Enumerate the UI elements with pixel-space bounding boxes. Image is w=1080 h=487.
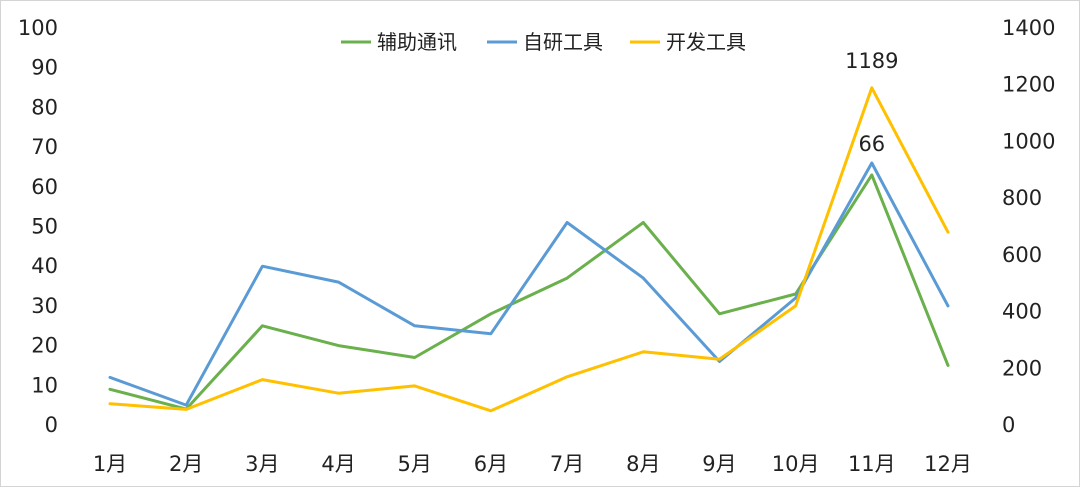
data-labels: 1189 66 <box>845 49 898 156</box>
right-y-tick-label: 400 <box>1002 300 1042 324</box>
left-y-tick-label: 90 <box>31 56 58 80</box>
right-y-tick-label: 1000 <box>1002 129 1055 153</box>
x-tick-label: 3月 <box>245 452 279 476</box>
right-y-tick-label: 1200 <box>1002 73 1055 97</box>
left-y-tick-label: 0 <box>45 413 58 437</box>
left-y-tick-label: 20 <box>31 334 58 358</box>
series-line-2 <box>108 86 950 413</box>
legend-label-2: 开发工具 <box>666 30 746 54</box>
left-y-tick-label: 10 <box>31 373 58 397</box>
legend-label-1: 自研工具 <box>523 30 603 54</box>
x-tick-label: 5月 <box>398 452 432 476</box>
x-axis: 1月 2月 3月 4月 5月 6月 7月 8月 9月 10月 11月 12月 <box>93 452 972 476</box>
left-y-tick-label: 100 <box>18 16 58 40</box>
data-label: 66 <box>858 132 885 156</box>
right-y-tick-label: 800 <box>1002 186 1042 210</box>
x-tick-label: 6月 <box>474 452 508 476</box>
right-y-tick-label: 1400 <box>1002 16 1055 40</box>
data-label: 1189 <box>845 49 898 73</box>
left-y-axis: 0 10 20 30 40 50 60 70 80 90 100 <box>18 16 58 437</box>
right-y-tick-label: 600 <box>1002 243 1042 267</box>
series-layer <box>108 86 950 413</box>
right-y-tick-label: 0 <box>1002 413 1015 437</box>
series-line-1 <box>108 161 950 407</box>
left-y-tick-label: 60 <box>31 175 58 199</box>
x-tick-label: 2月 <box>169 452 203 476</box>
x-tick-label: 10月 <box>772 452 820 476</box>
x-tick-label: 9月 <box>702 452 736 476</box>
left-y-tick-label: 80 <box>31 95 58 119</box>
left-y-tick-label: 40 <box>31 254 58 278</box>
right-y-axis: 0 200 400 600 800 1000 1200 1400 <box>1002 16 1055 437</box>
x-tick-label: 11月 <box>848 452 896 476</box>
left-y-tick-label: 50 <box>31 215 58 239</box>
legend: 辅助通讯 自研工具 开发工具 <box>341 30 746 54</box>
legend-label-0: 辅助通讯 <box>377 30 457 54</box>
x-tick-label: 8月 <box>626 452 660 476</box>
x-tick-label: 12月 <box>924 452 972 476</box>
x-tick-label: 7月 <box>550 452 584 476</box>
right-y-tick-label: 200 <box>1002 356 1042 380</box>
x-tick-label: 4月 <box>321 452 355 476</box>
series-line-0 <box>108 173 950 411</box>
left-y-tick-label: 70 <box>31 135 58 159</box>
x-tick-label: 1月 <box>93 452 127 476</box>
left-y-tick-label: 30 <box>31 294 58 318</box>
